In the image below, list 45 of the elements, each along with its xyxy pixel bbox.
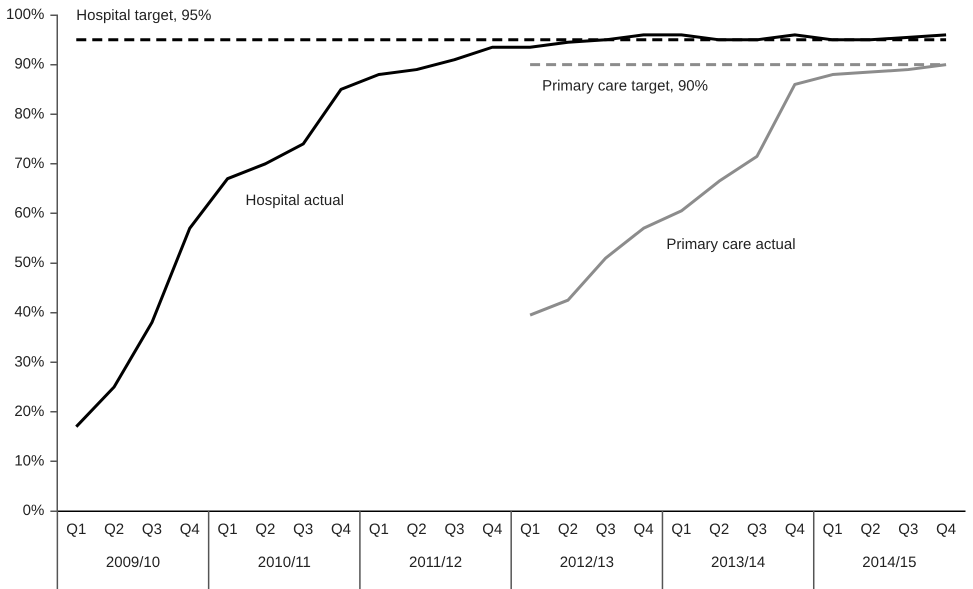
x-tick-label: Q4 [330, 521, 352, 538]
text: 2009/10 [106, 554, 160, 572]
x-tick-label: Q2 [860, 521, 880, 538]
x-tick-label: Q1 [368, 521, 389, 538]
series-label: Primary care target, 90% [542, 78, 708, 95]
y-tick-label: 80% [14, 105, 44, 122]
series-label: Hospital target, 95% [76, 6, 212, 24]
x-tick-label: Q4 [936, 521, 956, 538]
series-label: Primary care actual [666, 236, 796, 254]
y-tick-label: 60% [14, 204, 44, 222]
y-tick-label: 30% [14, 353, 44, 370]
x-tick-label: Q2 [255, 521, 276, 538]
y-tick-label: 90% [14, 56, 44, 73]
y-tick-label: 50% [14, 254, 44, 272]
y-tick-label: 70% [14, 154, 44, 172]
x-tick-label: Q2 [558, 521, 578, 538]
x-tick-label: Q1 [66, 521, 86, 538]
x-tick-label: Q4 [784, 521, 805, 538]
x-tick-label: Q3 [596, 521, 616, 538]
x-tick-label: Q4 [180, 521, 200, 538]
text: 2012/13 [560, 554, 614, 572]
x-tick-label: Q2 [104, 521, 124, 538]
x-tick-label: Q1 [822, 521, 843, 538]
x-tick-label: Q4 [634, 521, 654, 538]
text: 2010/11 [258, 554, 311, 572]
y-tick-label: 10% [14, 452, 44, 470]
y-tick-label: 0% [22, 502, 44, 520]
y-tick-label: 20% [14, 402, 44, 420]
x-tick-label: Q2 [406, 521, 427, 538]
x-tick-label: Q2 [709, 521, 730, 538]
x-tick-label: Q4 [482, 521, 502, 538]
x-tick-label: Q1 [671, 521, 692, 538]
series-label: Hospital actual [246, 192, 344, 209]
text: 2013/14 [710, 554, 766, 572]
text: 2011/12 [408, 554, 462, 572]
y-tick-label: 40% [14, 304, 44, 321]
x-tick-label: Q1 [520, 521, 540, 538]
x-tick-label: Q1 [218, 521, 238, 538]
x-tick-label: Q3 [746, 521, 768, 538]
x-tick-label: Q3 [444, 521, 464, 538]
y-tick-label: 100% [6, 6, 44, 24]
x-tick-label: Q3 [898, 521, 918, 538]
x-tick-label: Q3 [293, 521, 314, 538]
text: 2014/15 [862, 554, 916, 572]
x-tick-label: Q3 [142, 521, 162, 538]
